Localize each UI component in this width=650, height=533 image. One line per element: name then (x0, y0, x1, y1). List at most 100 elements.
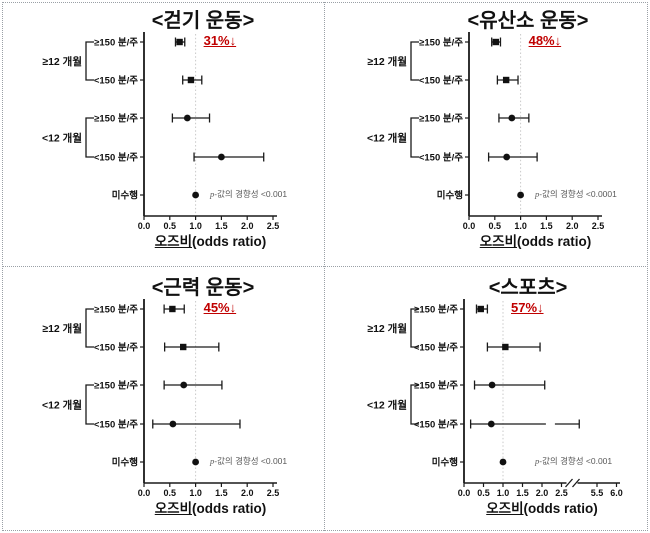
x-axis-label-ko: 오즈비 (154, 234, 192, 249)
panel-title: <스포츠> (488, 277, 568, 299)
forest-plot-canvas: 0.0 0.5 1.0 1.5 2.0 2.5 ≥150 분/주 <150 분/주 ≥150 분… (42, 299, 280, 498)
group-bracket (410, 41, 419, 81)
x-tick-label: 0.5 (489, 221, 502, 231)
or-marker (169, 420, 177, 428)
row-label: <150 분/주 (414, 343, 458, 354)
group-label: <12 개월 (42, 132, 82, 145)
x-tick-label: 0.0 (138, 488, 151, 498)
or-marker (187, 76, 195, 84)
panel-title: <근력 운동> (151, 277, 255, 299)
forest-plot-canvas: 0.0 0.5 1.0 1.5 2.0 2.5 ≥150 분/주 <150 분/주 ≥150 분… (367, 32, 604, 231)
forest-plot-panel-walking: 0.0 0.5 1.0 1.5 2.0 2.5 ≥150 분/주 <150 분/주 ≥150 분… (0, 0, 325, 266)
forest-plot-panel-strength: 0.0 0.5 1.0 1.5 2.0 2.5 ≥150 분/주 <150 분/주 ≥150 분… (0, 267, 325, 533)
row-label: ≥150 분/주 (419, 114, 463, 125)
x-tick-label: 2.0 (566, 221, 579, 231)
or-marker (176, 38, 183, 46)
p-trend-annotation: p-값의 경향성 <0.0001 (535, 188, 617, 200)
x-axis-label: 오즈비(odds ratio) (119, 497, 302, 517)
or-marker (169, 305, 176, 313)
group-label: ≥12 개월 (367, 322, 407, 335)
row-label: 미수행 (112, 190, 138, 202)
or-marker (180, 343, 187, 351)
or-marker (502, 76, 510, 84)
forest-plot-panel-aerobic: 0.0 0.5 1.0 1.5 2.0 2.5 ≥150 분/주 <150 분/주 ≥150 분… (325, 0, 650, 266)
row-label: ≥150 분/주 (94, 381, 138, 392)
x-tick-label: 2.5 (555, 488, 568, 498)
x-axis-label-en: (odds ratio) (517, 234, 592, 249)
row-label: <150 분/주 (419, 76, 463, 87)
or-marker (487, 420, 495, 428)
x-tick-label: 2.5 (267, 488, 280, 498)
group-label: <12 개월 (367, 399, 407, 412)
x-tick-label: 1.0 (189, 221, 202, 231)
row-label: <150 분/주 (414, 420, 458, 431)
or-marker (192, 191, 200, 199)
x-axis-label: 오즈비(odds ratio) (439, 497, 645, 517)
p-trend-annotation: p-값의 경향성 <0.001 (535, 455, 612, 467)
p-trend-annotation: p-값의 경향성 <0.001 (210, 188, 287, 200)
or-marker (192, 458, 200, 466)
x-tick-label: 0.5 (164, 221, 177, 231)
p-trend-text: -값의 경향성 <0.0001 (539, 189, 617, 199)
or-marker (502, 343, 509, 351)
row-label: ≥150 분/주 (414, 381, 458, 392)
row-label: <150 분/주 (94, 343, 138, 354)
x-tick-label: 1.5 (516, 488, 529, 498)
x-tick-label: 0.5 (477, 488, 490, 498)
reduction-annotation: 57%↓ (511, 300, 544, 315)
group-label: ≥12 개월 (367, 55, 407, 68)
x-axis-label-en: (odds ratio) (192, 501, 267, 516)
group-label: <12 개월 (42, 399, 82, 412)
x-tick-label: 2.5 (267, 221, 280, 231)
x-tick-label: 1.5 (540, 221, 553, 231)
group-bracket (85, 117, 94, 158)
x-axis-label-en: (odds ratio) (192, 234, 267, 249)
x-tick-label: 2.0 (536, 488, 549, 498)
row-label: 미수행 (112, 457, 138, 469)
or-marker (180, 381, 188, 389)
forest-plot-canvas: 0.0 0.5 1.0 1.5 2.0 2.5 5.5 6.0 ≥150 분/주 <150 분/주… (367, 299, 623, 498)
x-tick-label: 0.0 (463, 221, 476, 231)
x-tick-label: 1.0 (497, 488, 510, 498)
x-axis-label-ko: 오즈비 (479, 234, 517, 249)
or-marker (499, 458, 507, 466)
x-tick-label: 2.0 (241, 221, 254, 231)
group-label: ≥12 개월 (42, 322, 82, 335)
row-label: <150 분/주 (94, 76, 138, 87)
x-tick-label: 5.5 (591, 488, 604, 498)
x-axis-label: 오즈비(odds ratio) (119, 230, 302, 250)
row-label: ≥150 분/주 (94, 38, 138, 49)
x-tick-label: 6.0 (610, 488, 623, 498)
row-label: ≥150 분/주 (94, 305, 138, 316)
group-bracket (85, 41, 94, 81)
x-tick-label: 1.0 (514, 221, 527, 231)
group-label: ≥12 개월 (42, 55, 82, 68)
reduction-annotation: 45%↓ (203, 300, 237, 315)
or-marker (488, 381, 496, 389)
row-label: <150 분/주 (419, 153, 463, 164)
group-bracket (85, 308, 94, 348)
x-axis-label-ko: 오즈비 (154, 501, 192, 516)
p-symbol: p (210, 189, 215, 199)
row-label: ≥150 분/주 (419, 38, 463, 49)
p-symbol: p (535, 456, 540, 466)
row-label: <150 분/주 (94, 153, 138, 164)
or-marker (503, 153, 511, 161)
forest-plot-panel-sports: 0.0 0.5 1.0 1.5 2.0 2.5 5.5 6.0 ≥150 분/주 <150 분/주… (325, 267, 650, 533)
x-tick-label: 1.5 (215, 488, 228, 498)
x-axis-label-en: (odds ratio) (523, 501, 598, 516)
group-bracket (410, 308, 419, 348)
group-bracket (410, 384, 419, 425)
or-marker (218, 153, 225, 161)
x-axis-label: 오즈비(odds ratio) (444, 230, 627, 250)
x-axis-label-ko: 오즈비 (486, 501, 524, 516)
or-marker (477, 305, 484, 313)
forest-plot-canvas: 0.0 0.5 1.0 1.5 2.0 2.5 ≥150 분/주 <150 분/주 ≥150 분… (42, 32, 280, 231)
x-tick-label: 1.5 (215, 221, 228, 231)
p-trend-annotation: p-값의 경향성 <0.001 (210, 455, 287, 467)
reduction-annotation: 31%↓ (203, 33, 237, 48)
p-symbol: p (210, 456, 215, 466)
x-tick-label: 2.0 (241, 488, 254, 498)
or-marker (492, 38, 500, 46)
